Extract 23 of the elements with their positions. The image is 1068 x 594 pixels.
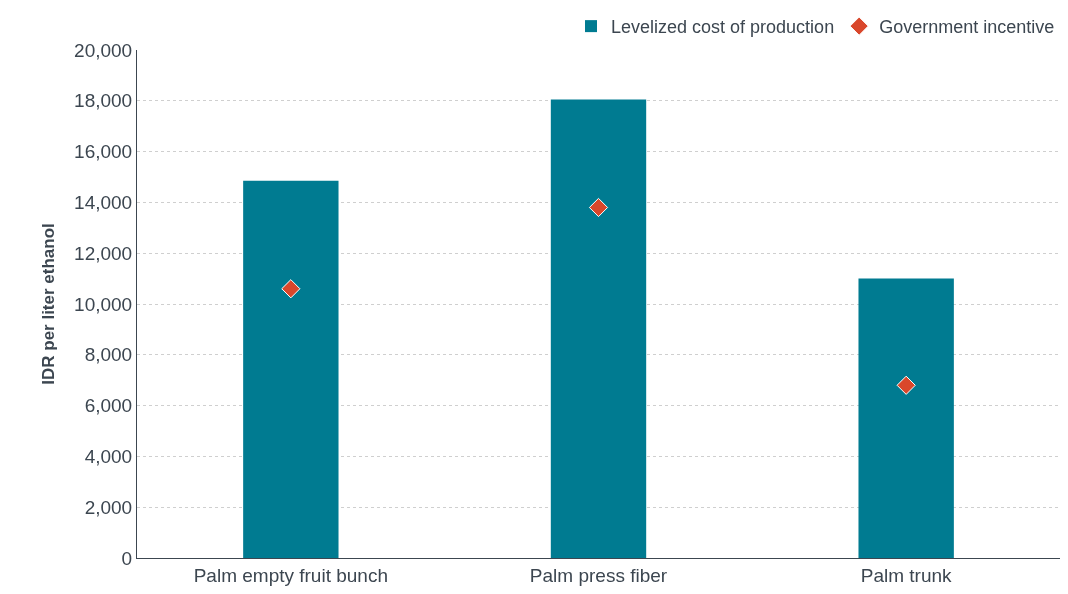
bar	[550, 99, 647, 558]
x-tick-label: Palm press fiber	[529, 564, 668, 586]
y-tick-label: 12,000	[74, 242, 133, 264]
y-tick-label: 18,000	[74, 90, 133, 112]
y-tick-label: 0	[121, 547, 133, 569]
y-axis-title: IDR per liter ethanol	[38, 223, 58, 385]
point	[588, 197, 609, 218]
x-tick-label: Palm empty fruit bunch	[193, 564, 388, 586]
legend-label: Levelized cost of production	[611, 17, 835, 38]
y-tick-label: 10,000	[74, 293, 133, 315]
bar	[243, 180, 339, 558]
y-tick-label: 16,000	[74, 141, 133, 163]
y-tick-label: 8,000	[84, 344, 133, 366]
point	[896, 375, 916, 395]
y-tick-label: 14,000	[74, 192, 133, 214]
y-tick-label: 6,000	[84, 395, 133, 417]
y-tick-label: 2,000	[84, 496, 133, 518]
bar	[858, 278, 954, 558]
legend-label: Government incentive	[879, 17, 1055, 38]
y-tick-label: 20,000	[74, 39, 133, 61]
y-tick-label: 4,000	[84, 446, 133, 468]
x-tick-label: Palm trunk	[860, 564, 953, 586]
point	[281, 279, 301, 299]
